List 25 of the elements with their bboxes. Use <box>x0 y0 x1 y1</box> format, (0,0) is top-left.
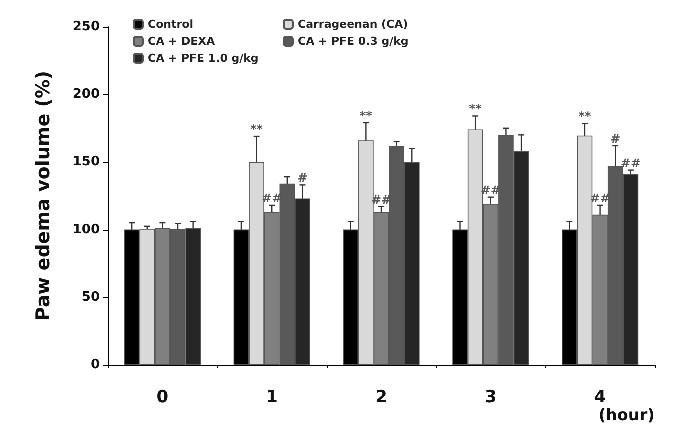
data-label: # <box>298 171 308 186</box>
x-tick-label: 1 <box>266 388 278 408</box>
y-tick-label: 50 <box>82 290 100 305</box>
data-label: ** <box>250 122 264 137</box>
legend-label: CA + PFE 0.3 g/kg <box>298 35 409 48</box>
data-label: ## <box>620 156 641 170</box>
y-tick-label: 200 <box>72 87 100 102</box>
legend-label: CA + PFE 1.0 g/kg <box>148 52 259 65</box>
y-tick-label: 250 <box>72 20 100 34</box>
x-tick-label: 2 <box>376 388 388 408</box>
legend-label: CA + DEXA <box>148 35 216 48</box>
legend-label: Carrageenan (CA) <box>298 18 408 31</box>
y-tick-label: 100 <box>72 222 100 238</box>
y-axis-title: Paw edema volume (%) <box>32 70 54 322</box>
data-label: ** <box>360 108 374 123</box>
data-label: ** <box>469 102 483 116</box>
data-label: # <box>610 132 621 146</box>
x-tick-label: 4 <box>594 388 606 408</box>
x-axis-title: (hour) <box>598 406 655 424</box>
x-tick-label: 0 <box>156 388 169 408</box>
x-tick-label: 3 <box>484 388 497 408</box>
y-tick-label: 150 <box>72 154 100 170</box>
data-label: ** <box>578 110 592 124</box>
legend-label: Control <box>148 18 194 31</box>
y-tick-label: 0 <box>90 358 100 372</box>
